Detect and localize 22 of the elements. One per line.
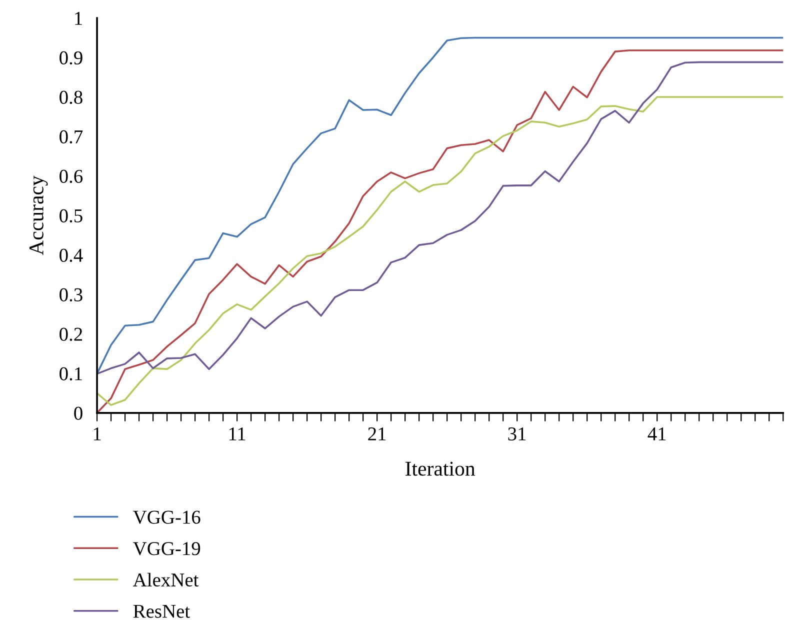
y-tick-label: 0.9	[60, 51, 82, 64]
x-tick-label: 1	[94, 427, 101, 440]
x-tick-label: 41	[648, 427, 666, 440]
x-tick-label: 11	[229, 427, 246, 440]
legend-label: VGG-16	[133, 510, 200, 524]
legend-label: ResNet	[133, 604, 190, 618]
y-tick-label: 0.3	[60, 288, 82, 302]
x-tick-label: 31	[508, 427, 526, 440]
y-tick-label: 0.8	[60, 90, 82, 104]
y-tick-label: 1	[75, 12, 82, 25]
y-tick-label: 0.6	[60, 170, 83, 183]
y-tick-label: 0	[74, 406, 82, 420]
y-tick-label: 0.1	[60, 367, 82, 380]
x-tick-label: 21	[368, 427, 386, 440]
legend-label: VGG-19	[133, 542, 200, 556]
y-tick-label: 0.5	[60, 209, 82, 222]
y-tick-label: 0.4	[60, 248, 83, 262]
x-axis-title: Iteration	[406, 462, 476, 476]
y-tick-label: 0.7	[60, 130, 83, 144]
y-axis-title: Accuracy	[29, 176, 48, 256]
legend-label: AlexNet	[133, 572, 199, 587]
y-tick-label: 0.2	[60, 328, 82, 341]
